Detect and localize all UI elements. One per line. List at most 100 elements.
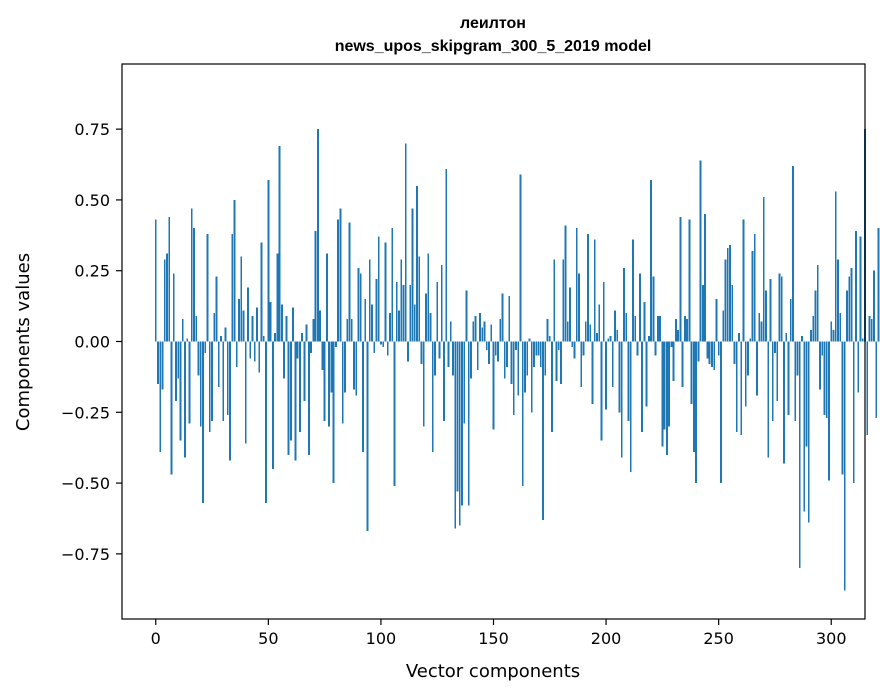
bar <box>652 276 655 342</box>
bar <box>508 296 511 342</box>
bar <box>740 341 743 435</box>
bar <box>229 341 231 461</box>
bar <box>699 160 702 342</box>
x-tick-label: 150 <box>478 629 509 648</box>
bar <box>650 180 653 342</box>
bar <box>668 341 671 427</box>
bar <box>350 318 353 342</box>
bar <box>294 341 297 461</box>
bar <box>517 341 520 396</box>
bar <box>726 248 729 342</box>
bar <box>276 253 279 342</box>
bar <box>537 341 540 356</box>
bar <box>738 333 740 342</box>
bar <box>801 335 803 342</box>
y-tick-label: 0.75 <box>74 120 110 139</box>
bar <box>312 318 315 342</box>
bar <box>868 316 871 342</box>
bar <box>571 341 574 348</box>
bar <box>846 290 848 342</box>
bar <box>711 341 713 367</box>
bar <box>404 143 407 342</box>
bar <box>179 341 182 441</box>
bar <box>199 341 202 427</box>
bar <box>181 318 184 342</box>
bar <box>393 341 396 486</box>
bar <box>677 330 680 342</box>
bar <box>278 146 281 342</box>
bar <box>339 208 342 342</box>
bar <box>823 341 826 416</box>
bar <box>656 316 659 342</box>
bar <box>400 259 403 342</box>
y-tick-label: −0.50 <box>61 474 110 493</box>
bar <box>447 341 450 367</box>
bar <box>398 310 400 342</box>
bar <box>566 321 569 342</box>
bar <box>580 341 583 387</box>
bar <box>701 284 704 342</box>
bar <box>220 335 222 342</box>
bar <box>163 259 166 342</box>
bar <box>609 335 612 342</box>
bar <box>260 242 263 342</box>
bar <box>344 341 346 393</box>
bar <box>749 338 752 342</box>
bar <box>789 299 792 342</box>
bar <box>821 341 824 356</box>
bar <box>197 341 200 376</box>
bar <box>240 256 243 342</box>
bar <box>488 341 490 365</box>
bar <box>458 341 461 526</box>
bar <box>413 304 416 342</box>
bar <box>157 341 159 384</box>
bar <box>528 338 531 342</box>
bar <box>665 341 668 455</box>
bar <box>371 304 373 342</box>
bar <box>618 341 621 413</box>
bar <box>611 341 614 387</box>
bar <box>661 341 664 447</box>
bar <box>483 321 486 342</box>
y-tick-label: −0.25 <box>61 403 110 422</box>
bar <box>792 165 794 342</box>
bar <box>499 318 502 342</box>
bar <box>519 174 522 342</box>
bar <box>722 310 725 342</box>
bar <box>636 341 639 356</box>
bar <box>341 341 344 424</box>
bar <box>251 316 254 342</box>
bar <box>366 341 369 532</box>
bar <box>440 265 443 342</box>
bar <box>235 341 238 367</box>
bar <box>503 341 506 379</box>
bar <box>420 341 423 365</box>
bar <box>807 341 810 523</box>
bar <box>713 341 716 370</box>
bar <box>616 330 619 342</box>
bar <box>497 341 499 362</box>
bar <box>582 341 585 356</box>
bar <box>238 299 240 342</box>
bar <box>166 253 168 342</box>
bar <box>494 341 497 356</box>
bar <box>843 341 846 591</box>
bar <box>521 341 524 486</box>
bar <box>825 341 828 418</box>
bar <box>262 335 265 342</box>
bar <box>170 341 173 475</box>
bar <box>490 324 493 342</box>
bar <box>562 259 565 342</box>
bar <box>575 228 578 342</box>
bar <box>267 180 270 342</box>
bar <box>283 341 286 379</box>
bar <box>303 341 306 401</box>
bar <box>602 282 605 342</box>
bar <box>688 219 691 342</box>
bar <box>242 310 245 342</box>
y-tick-label: −0.75 <box>61 545 110 564</box>
bar <box>857 341 860 393</box>
bar <box>841 341 844 475</box>
bar <box>334 341 337 348</box>
bar <box>620 341 623 458</box>
